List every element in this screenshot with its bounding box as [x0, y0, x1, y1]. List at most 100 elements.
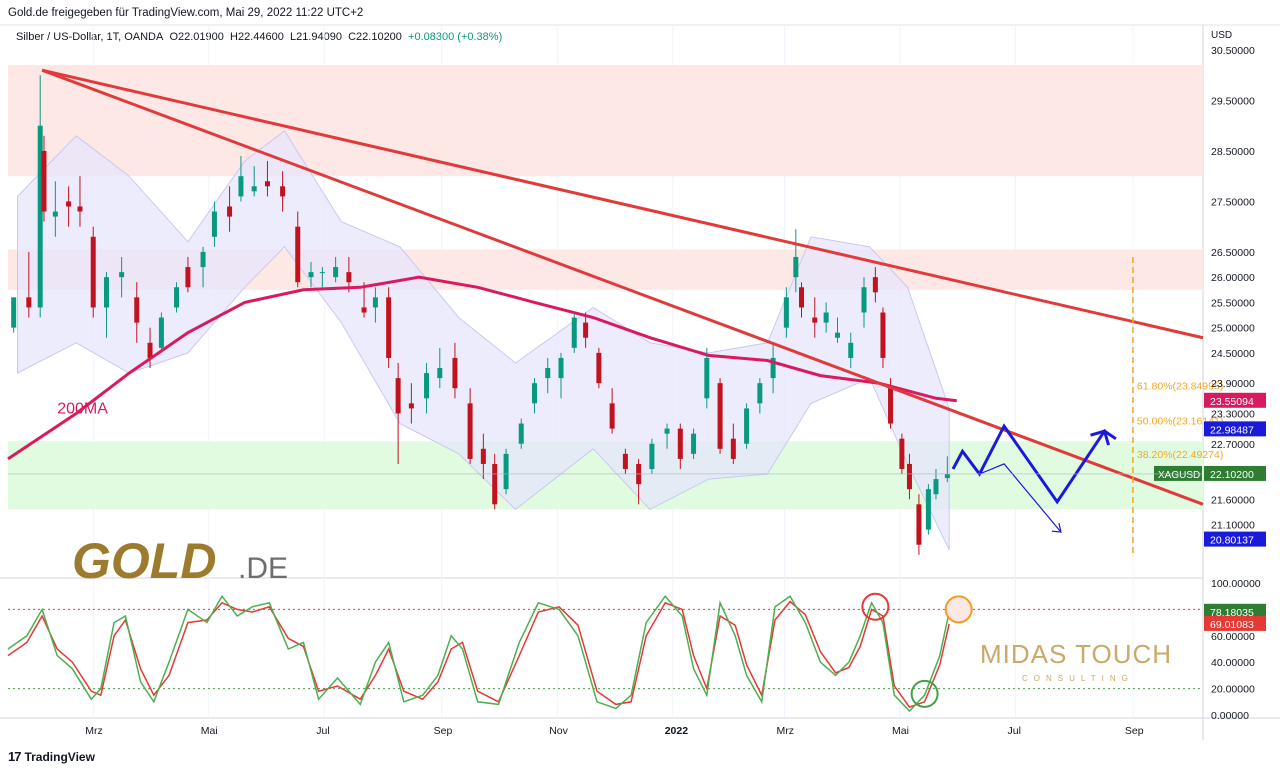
price-tick-label: 22.70000	[1211, 439, 1255, 451]
candle-body	[545, 368, 551, 379]
midas-logo-sub: CONSULTING	[1022, 674, 1134, 683]
time-tick-label: Jul	[1008, 725, 1021, 737]
candle-body	[704, 357, 710, 399]
fib-level-label: 38.20%(22.49274)	[1137, 449, 1223, 461]
candle-body	[888, 388, 894, 424]
candle-body	[37, 125, 43, 308]
candle-body	[467, 403, 473, 459]
overbought-circle	[861, 592, 890, 621]
trendline-long	[41, 68, 1204, 340]
candle-body	[437, 368, 443, 379]
price-tick-label: 26.00000	[1211, 272, 1255, 284]
candles-group	[11, 75, 950, 555]
candle-body	[308, 272, 314, 278]
candle-body	[944, 474, 950, 479]
time-tick-label: Jul	[316, 725, 329, 737]
candle-body	[906, 463, 912, 490]
candle-body	[52, 211, 58, 217]
candle-body	[264, 181, 270, 187]
candle-body	[609, 403, 615, 429]
candle-body	[622, 453, 628, 469]
projected-circle	[944, 595, 973, 624]
candle-body	[848, 342, 854, 358]
osc-tick-label: 0.00000	[1211, 710, 1249, 722]
stoch-d-line	[7, 600, 950, 708]
candle-body	[916, 504, 922, 545]
candle-body	[395, 378, 401, 414]
candle-body	[361, 307, 367, 313]
symbol-tag-badge	[1154, 465, 1202, 481]
price-tick-label: 25.50000	[1211, 297, 1255, 309]
candle-body	[823, 312, 829, 323]
candle-body	[664, 428, 670, 434]
candle-body	[730, 438, 736, 459]
candle-body	[26, 297, 32, 308]
candle-body	[134, 297, 140, 323]
candle-body	[757, 383, 763, 404]
price-tick-label: 21.10000	[1211, 520, 1255, 532]
fib-level-label: 61.80%(23.84995)	[1137, 381, 1223, 393]
candle-body	[119, 272, 125, 278]
candle-body	[424, 373, 430, 399]
osc-tick-label: 40.00000	[1211, 657, 1255, 669]
candle-body	[717, 383, 723, 449]
candle-body	[583, 322, 589, 338]
candle-body	[211, 211, 217, 237]
candle-body	[372, 297, 378, 308]
osc-badge-label: 78.18035	[1210, 607, 1254, 619]
gold-de-logo: GOLD .DE	[72, 533, 288, 589]
legend-low: L21.94090	[289, 31, 342, 43]
time-tick-label: Mrz	[776, 725, 794, 737]
osc-tick-label: 20.00000	[1211, 684, 1255, 696]
price-tick-label: 30.50000	[1211, 45, 1255, 57]
candle-body	[558, 357, 564, 379]
candle-body	[793, 256, 799, 278]
candle-body	[185, 267, 191, 288]
price-badge-label: 23.55094	[1210, 396, 1254, 408]
candle-body	[227, 206, 233, 217]
candle-body	[174, 287, 180, 308]
candle-body	[933, 479, 939, 495]
candle-body	[744, 408, 750, 444]
midas-touch-logo: MIDAS TOUCH CONSULTING	[980, 639, 1171, 683]
fib-level-label: 50.00%(23.16141)	[1137, 415, 1223, 427]
candle-body	[518, 423, 524, 444]
candle-body	[41, 150, 47, 212]
candle-body	[319, 272, 325, 274]
osc-badge	[1204, 615, 1266, 631]
candle-body	[770, 357, 776, 379]
candle-body	[147, 342, 153, 358]
candle-body	[90, 236, 96, 308]
tradingview-logo-icon: 17	[8, 749, 22, 764]
candle-body	[251, 186, 257, 192]
candle-body	[386, 297, 392, 358]
candle-body	[280, 186, 286, 197]
forecast-alt-path	[979, 463, 1062, 533]
price-tick-label: 29.50000	[1211, 95, 1255, 107]
candle-body	[333, 267, 339, 278]
osc-badge	[1204, 603, 1266, 619]
bollinger-band	[17, 130, 950, 551]
time-tick-label: Mai	[892, 725, 909, 737]
stoch-k-line	[7, 594, 950, 713]
price-badge	[1204, 531, 1266, 547]
candle-body	[238, 176, 244, 197]
price-badge-label: 22.10200	[1210, 469, 1254, 481]
candle-body	[531, 383, 537, 404]
candle-body	[691, 433, 697, 454]
price-tick-label: 23.90000	[1211, 378, 1255, 390]
symbol-tag-label: XAGUSD	[1158, 470, 1200, 481]
osc-badge-label: 69.01083	[1210, 619, 1254, 631]
candle-body	[799, 287, 805, 308]
legend-close: C22.10200	[348, 31, 402, 43]
publisher-header: Gold.de freigegeben für TradingView.com,…	[8, 7, 364, 19]
candle-body	[872, 277, 878, 293]
tradingview-footer: 17 TradingView	[8, 749, 95, 764]
osc-tick-label: 60.00000	[1211, 631, 1255, 643]
candle-body	[861, 287, 867, 313]
candle-body	[596, 352, 602, 384]
candle-body	[649, 443, 655, 469]
price-tick-label: 23.30000	[1211, 408, 1255, 420]
candle-body	[677, 428, 683, 459]
